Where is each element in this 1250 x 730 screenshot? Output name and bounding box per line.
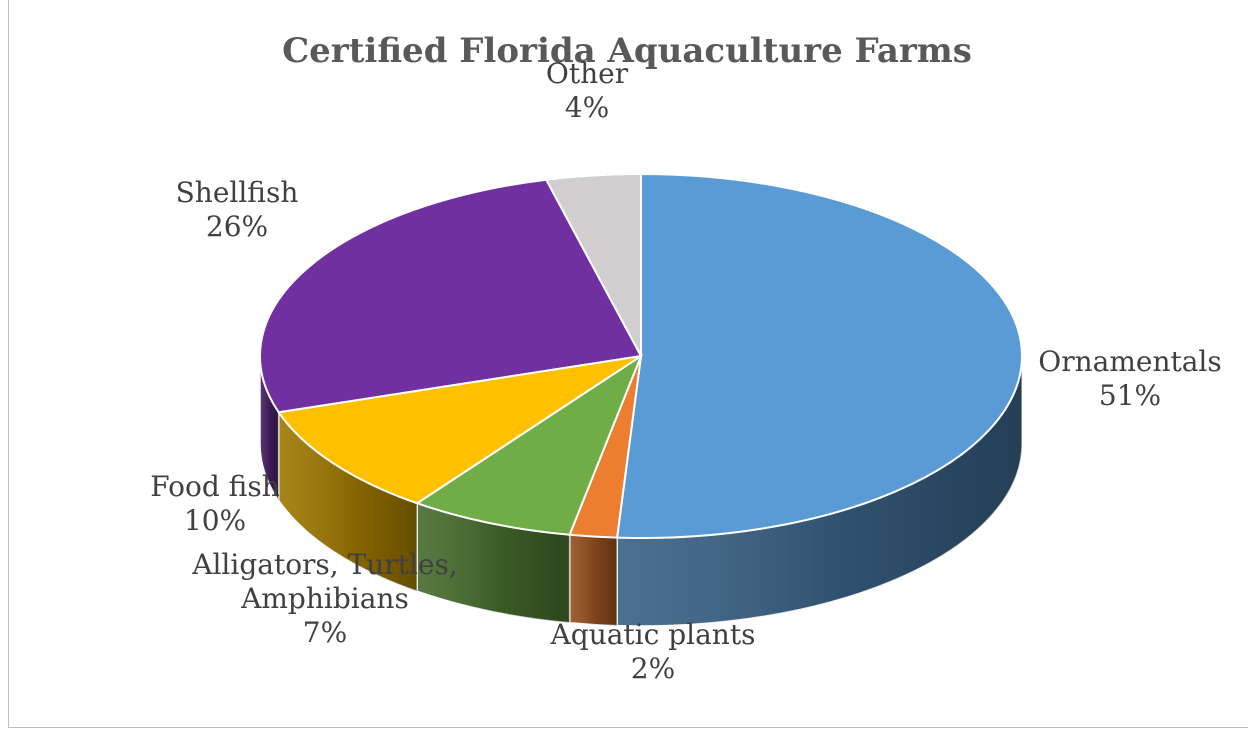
slice-label-alligators-turtles-amphibians: Alligators, Turtles, Amphibians 7% xyxy=(191,548,458,649)
pie-slice-food-fish xyxy=(276,355,642,505)
pie-slice-other xyxy=(544,172,642,357)
pie-slice-alligators-turtles-amphibians xyxy=(414,353,644,536)
slice-label-aquatic-plants: Aquatic plants 2% xyxy=(550,618,756,685)
slice-label-other: Other 4% xyxy=(546,57,629,124)
slice-label-ornamentals: Ornamentals 51% xyxy=(1038,345,1222,412)
pie-side-alligators-turtles-amphibians xyxy=(416,502,571,624)
pie-slice-shellfish xyxy=(259,178,643,414)
chart-title: Certified Florida Aquaculture Farms xyxy=(282,31,972,71)
pie-slice-ornamentals xyxy=(615,172,1023,539)
slice-label-shellfish: Shellfish 26% xyxy=(176,176,299,243)
slice-label-food-fish: Food fish 10% xyxy=(150,470,280,537)
chart-area xyxy=(8,0,1248,728)
pie-side-aquatic-plants xyxy=(568,533,618,627)
